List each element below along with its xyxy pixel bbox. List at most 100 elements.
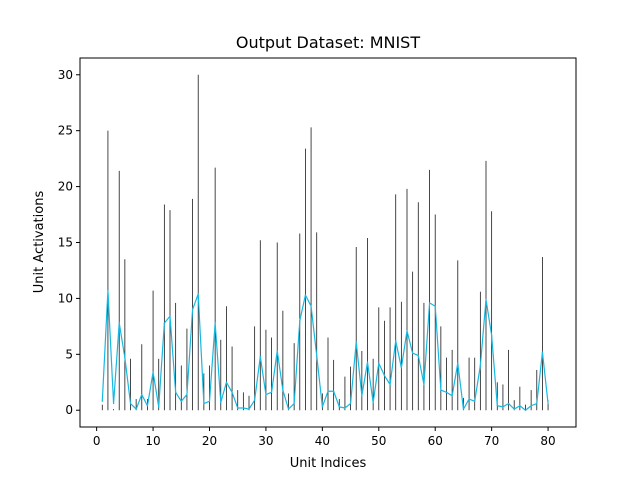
- activation-point-73: [507, 402, 510, 405]
- x-tick-label: 70: [484, 434, 499, 448]
- activation-point-37: [304, 294, 307, 296]
- activation-point-57: [417, 354, 419, 357]
- y-axis-ticks: 0 5 10 15 20 25 30: [58, 68, 80, 417]
- activation-point-2: [107, 289, 109, 292]
- activation-point-5: [124, 357, 126, 359]
- activation-point-43: [338, 406, 340, 408]
- activation-bars: [101, 74, 549, 411]
- y-axis-label: Unit Activations: [32, 191, 47, 294]
- activation-point-55: [406, 330, 408, 332]
- x-tick-label: 10: [145, 434, 160, 448]
- x-axis-label: Unit Indices: [290, 456, 367, 471]
- activation-point-65: [462, 408, 465, 410]
- y-tick-label: 25: [58, 124, 73, 138]
- activation-point-1: [101, 400, 103, 402]
- activation-point-32: [276, 350, 278, 352]
- activation-point-51: [383, 374, 386, 377]
- activation-point-24: [231, 391, 233, 393]
- activation-point-14: [175, 391, 177, 393]
- activation-point-47: [361, 395, 363, 397]
- x-tick-label: 20: [202, 434, 217, 448]
- x-axis-ticks: 0 10 20 30 40 50 60 70 80: [93, 427, 556, 448]
- activation-point-60: [434, 305, 436, 307]
- activation-point-18: [197, 293, 199, 295]
- activation-point-34: [287, 408, 290, 410]
- activation-point-19: [203, 402, 205, 405]
- x-tick-label: 30: [258, 434, 273, 448]
- activation-point-11: [158, 406, 160, 408]
- activation-point-9: [146, 405, 149, 407]
- activation-point-12: [163, 322, 165, 324]
- activation-point-66: [468, 398, 470, 400]
- activation-point-10: [152, 371, 154, 373]
- activation-point-62: [445, 391, 448, 393]
- activation-point-20: [208, 400, 211, 402]
- activation-point-23: [225, 381, 228, 383]
- x-tick-label: 80: [540, 434, 555, 448]
- activation-point-26: [242, 407, 244, 409]
- activation-point-22: [220, 401, 222, 403]
- activation-point-29: [259, 355, 261, 358]
- activation-point-46: [355, 341, 357, 343]
- activation-point-15: [180, 400, 182, 402]
- activation-point-69: [485, 298, 487, 301]
- y-tick-label: 5: [65, 347, 73, 361]
- activation-point-3: [112, 402, 115, 405]
- activation-point-38: [310, 305, 312, 307]
- y-tick-label: 10: [58, 291, 73, 305]
- activation-point-8: [141, 393, 143, 396]
- activation-point-42: [333, 390, 335, 392]
- activation-point-33: [282, 389, 284, 391]
- activation-point-40: [321, 406, 323, 408]
- activation-point-39: [316, 354, 318, 357]
- activation-point-68: [479, 364, 481, 367]
- activation-point-58: [423, 383, 425, 386]
- activation-point-59: [428, 302, 431, 304]
- activation-point-70: [491, 334, 493, 336]
- activation-point-17: [191, 308, 194, 311]
- activation-point-16: [186, 393, 188, 396]
- activation-point-67: [474, 400, 476, 402]
- activation-point-25: [237, 407, 239, 409]
- activation-line-layer: [101, 289, 549, 411]
- activation-point-52: [389, 383, 391, 386]
- activation-point-49: [372, 401, 374, 403]
- activation-point-21: [214, 322, 216, 324]
- activation-point-13: [169, 315, 171, 317]
- activation-point-72: [502, 406, 504, 408]
- activation-point-45: [349, 402, 352, 405]
- x-tick-label: 60: [428, 434, 443, 448]
- activation-point-31: [270, 391, 273, 393]
- activation-point-36: [299, 320, 301, 322]
- x-tick-label: 40: [315, 434, 330, 448]
- activation-point-74: [513, 408, 515, 410]
- y-tick-label: 15: [58, 236, 73, 250]
- activation-point-41: [327, 390, 329, 392]
- activation-point-63: [451, 395, 453, 397]
- activation-point-28: [254, 399, 256, 401]
- activation-point-64: [457, 362, 459, 364]
- activation-point-48: [366, 361, 369, 363]
- chart-title: Output Dataset: MNIST: [236, 33, 420, 52]
- activation-point-7: [135, 408, 137, 410]
- activation-point-61: [440, 389, 442, 391]
- activation-point-76: [524, 409, 527, 411]
- y-tick-label: 20: [58, 180, 73, 194]
- activation-point-75: [519, 405, 521, 407]
- activation-point-35: [293, 402, 295, 405]
- x-tick-label: 0: [93, 434, 101, 448]
- activation-point-77: [530, 405, 532, 407]
- x-tick-label: 50: [371, 434, 386, 448]
- activation-point-44: [344, 407, 346, 409]
- activation-point-79: [541, 351, 544, 353]
- activation-point-54: [400, 367, 402, 369]
- activation-point-27: [248, 408, 250, 410]
- activation-point-78: [536, 402, 538, 405]
- y-tick-label: 30: [58, 68, 73, 82]
- activation-point-71: [496, 405, 498, 407]
- activation-point-50: [378, 362, 380, 364]
- activation-point-6: [129, 402, 132, 405]
- y-tick-label: 0: [65, 403, 73, 417]
- activation-point-30: [265, 393, 267, 396]
